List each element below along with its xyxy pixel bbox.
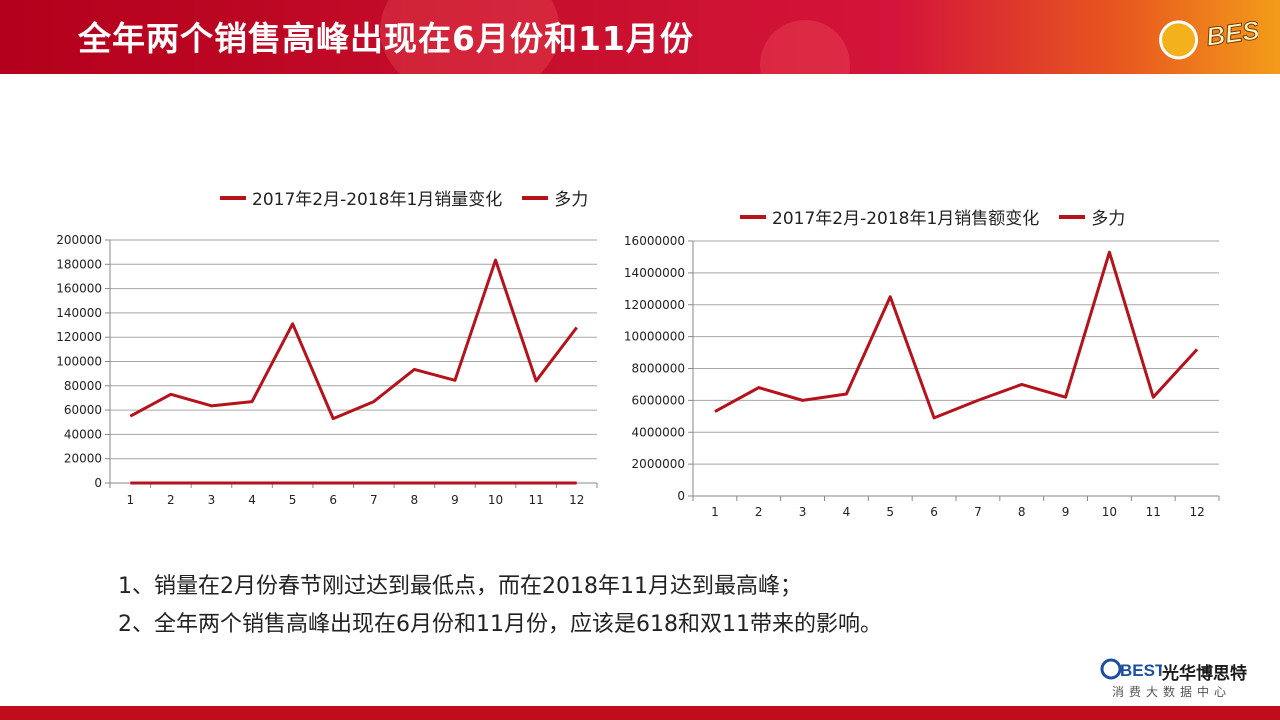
y-tick-label: 40000 <box>64 427 102 441</box>
chart1-svg: 0 20000 40000 60000 80000 100000 120000 140000 1… <box>56 233 598 507</box>
x-tick-label: 10 <box>488 493 503 507</box>
x-tick-label: 5 <box>886 505 894 519</box>
x-tick-label: 7 <box>974 505 982 519</box>
x-tick-label: 8 <box>1018 505 1026 519</box>
x-tick-label: 1 <box>711 505 719 519</box>
y-tick-label: 160000 <box>56 282 102 296</box>
header-glow <box>380 0 560 74</box>
series-line-1 <box>129 258 578 421</box>
y-tick-label: 180000 <box>56 257 102 271</box>
note-line: 1、销量在2月份春节刚过达到最低点，而在2018年11月达到最高峰； <box>118 574 802 599</box>
legend-item: 多力 <box>522 185 588 210</box>
best-logo-icon: BEST <box>1159 12 1258 60</box>
y-tick-label: 14000000 <box>624 266 685 280</box>
legend-label: 2017年2月-2018年1月销售额变化 <box>772 209 1040 229</box>
brand-block: BEST 光华博思特 消费大数据中心 <box>1100 657 1260 701</box>
x-tick-label: 11 <box>528 493 543 507</box>
x-tick-label: 7 <box>370 493 378 507</box>
y-tick-label: 10000000 <box>624 330 685 344</box>
y-tick-label: 2000000 <box>632 457 685 471</box>
x-tick-label: 9 <box>451 493 459 507</box>
x-tick-label: 10 <box>1102 505 1117 519</box>
series-line-1 <box>714 250 1199 420</box>
x-tick-label: 5 <box>289 493 297 507</box>
x-tick-label: 12 <box>569 493 584 507</box>
y-tick-label: 16000000 <box>624 234 685 248</box>
chart1-legend: 2017年2月-2018年1月销量变化 多力 <box>220 185 598 210</box>
y-tick-label: 4000000 <box>632 425 685 439</box>
chart2-legend: 2017年2月-2018年1月销售额变化 多力 <box>740 204 1135 229</box>
x-tick-label: 6 <box>930 505 938 519</box>
x-tick-label: 3 <box>208 493 216 507</box>
legend-label: 2017年2月-2018年1月销量变化 <box>252 190 503 210</box>
legend-swatch <box>220 195 246 200</box>
x-tick-label: 3 <box>799 505 807 519</box>
y-tick-label: 0 <box>94 476 102 490</box>
x-tick-label: 11 <box>1146 505 1161 519</box>
y-tick-label: 140000 <box>56 306 102 320</box>
x-tick-label: 2 <box>755 505 763 519</box>
brand-subtitle: 消费大数据中心 <box>1112 685 1232 699</box>
y-tick-label: 60000 <box>64 403 102 417</box>
legend-item: 多力 <box>1059 204 1125 229</box>
x-tick-label: 4 <box>843 505 851 519</box>
x-tick-label: 8 <box>411 493 419 507</box>
brand-logo-text: BEST <box>1120 661 1162 680</box>
y-tick-label: 120000 <box>56 330 102 344</box>
y-tick-label: 8000000 <box>632 362 685 376</box>
legend-item: 2017年2月-2018年1月销量变化 <box>220 185 502 210</box>
chart2: 0 2000000 4000000 6000000 8000000 10000000 120… <box>624 234 1220 519</box>
note-line: 2、全年两个销售高峰出现在6月份和11月份，应该是618和双11带来的影响。 <box>118 612 882 637</box>
page-title: 全年两个销售高峰出现在6月份和11月份 <box>78 19 694 58</box>
notes: 1、销量在2月份春节刚过达到最低点，而在2018年11月达到最高峰； 2、全年两… <box>118 568 1118 644</box>
legend-item: 2017年2月-2018年1月销售额变化 <box>740 204 1039 229</box>
x-tick-label: 6 <box>329 493 337 507</box>
y-tick-label: 6000000 <box>632 393 685 407</box>
chart2-svg: 0 2000000 4000000 6000000 8000000 10000000 120… <box>624 234 1220 519</box>
legend-swatch <box>1059 214 1086 219</box>
y-tick-label: 200000 <box>56 233 102 247</box>
legend-label: 多力 <box>1091 209 1126 229</box>
y-tick-label: 100000 <box>56 355 102 369</box>
legend-swatch <box>522 195 549 200</box>
footer-bar <box>0 706 1280 720</box>
y-tick-label: 0 <box>677 489 685 503</box>
x-tick-label: 9 <box>1062 505 1070 519</box>
chart1: 0 20000 40000 60000 80000 100000 120000 140000 1… <box>0 0 640 524</box>
y-tick-label: 20000 <box>64 452 102 466</box>
x-tick-label: 1 <box>126 493 134 507</box>
y-tick-label: 80000 <box>64 379 102 393</box>
brand-name: 光华博思特 <box>1162 664 1247 684</box>
legend-swatch <box>740 214 766 219</box>
x-tick-label: 2 <box>167 493 175 507</box>
header-banner: 全年两个销售高峰出现在6月份和11月份 BEST <box>0 0 1280 74</box>
x-tick-label: 4 <box>248 493 256 507</box>
y-tick-label: 12000000 <box>624 298 685 312</box>
legend-label: 多力 <box>554 190 589 210</box>
x-tick-label: 12 <box>1189 505 1204 519</box>
brand-logo-icon: BEST <box>1100 658 1162 680</box>
